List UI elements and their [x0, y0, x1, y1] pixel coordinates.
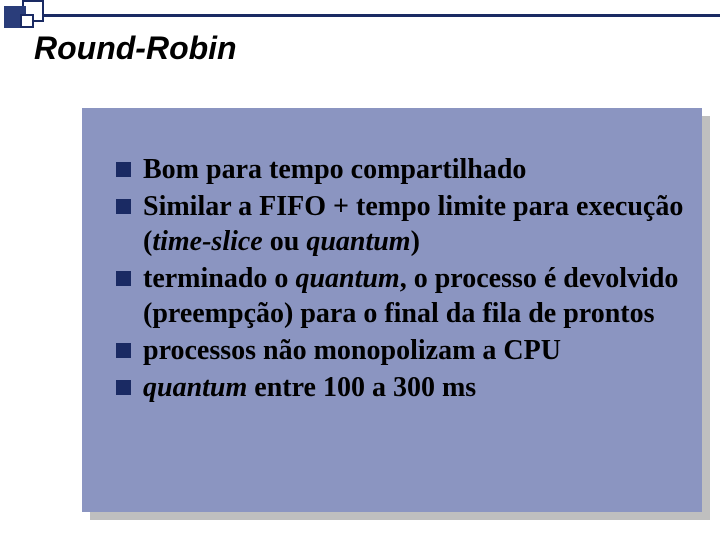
- list-item: Bom para tempo compartilhado: [116, 152, 696, 187]
- list-item-text: terminado o quantum, o processo é devolv…: [143, 261, 696, 331]
- list-item: quantum entre 100 a 300 ms: [116, 370, 696, 405]
- slide-title: Round-Robin: [34, 30, 237, 67]
- bullet-list: Bom para tempo compartilhadoSimilar a FI…: [116, 152, 696, 407]
- corner-decoration: [0, 0, 60, 32]
- list-item: terminado o quantum, o processo é devolv…: [116, 261, 696, 331]
- top-rule: [40, 14, 720, 17]
- list-item-text: quantum entre 100 a 300 ms: [143, 370, 476, 405]
- list-item-text: Similar a FIFO + tempo limite para execu…: [143, 189, 696, 259]
- square-bullet-icon: [116, 380, 131, 395]
- square-bullet-icon: [116, 199, 131, 214]
- list-item-text: processos não monopolizam a CPU: [143, 333, 561, 368]
- square-bullet-icon: [116, 271, 131, 286]
- list-item-text: Bom para tempo compartilhado: [143, 152, 526, 187]
- square-bullet-icon: [116, 343, 131, 358]
- square-bullet-icon: [116, 162, 131, 177]
- list-item: Similar a FIFO + tempo limite para execu…: [116, 189, 696, 259]
- list-item: processos não monopolizam a CPU: [116, 333, 696, 368]
